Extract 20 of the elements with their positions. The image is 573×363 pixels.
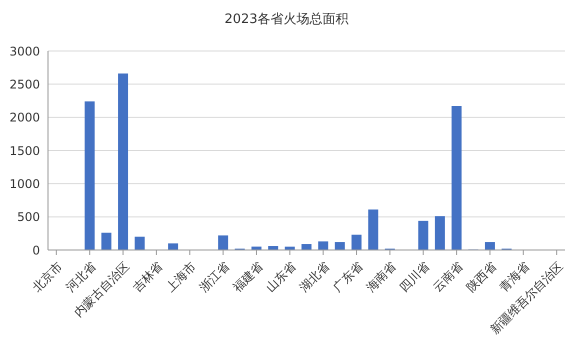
y-tick-label: 2500 <box>9 77 40 92</box>
x-tick-label: 北京市 <box>30 259 66 294</box>
x-tick-label: 上海市 <box>163 259 199 294</box>
y-tick-label: 2000 <box>9 110 40 125</box>
x-tick-label: 湖北省 <box>296 259 332 294</box>
y-tick-label: 1500 <box>9 144 40 158</box>
y-tick-label: 1000 <box>9 176 40 191</box>
x-tick-label: 陕西省 <box>464 259 499 294</box>
y-tick-label: 0 <box>32 243 40 258</box>
x-tick-label: 吉林省 <box>130 259 166 294</box>
chart-title: 2023各省火场总面积 <box>223 11 350 28</box>
y-tick-label: 3000 <box>9 44 40 58</box>
y-tick-label: 500 <box>17 210 40 224</box>
x-tick-label: 四川省 <box>396 259 432 294</box>
x-tick-label: 海南省 <box>363 259 399 294</box>
x-tick-label: 山东省 <box>263 259 299 294</box>
x-tick-label: 广东省 <box>330 259 366 294</box>
x-tick-label: 云南省 <box>430 259 466 294</box>
x-tick-label: 浙江省 <box>196 259 232 294</box>
x-tick-label: 福建省 <box>230 259 266 294</box>
